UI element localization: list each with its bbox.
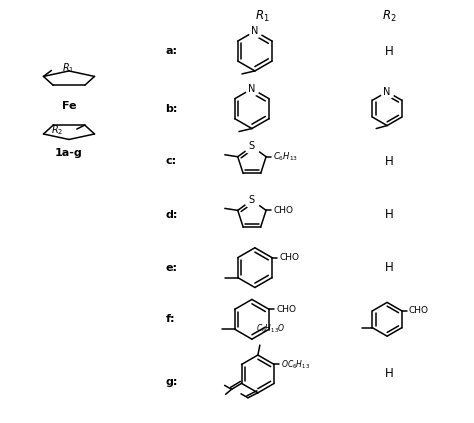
Text: d:: d: — [165, 210, 178, 220]
Text: CHO: CHO — [409, 306, 428, 315]
Text: e:: e: — [165, 263, 177, 273]
Text: Fe: Fe — [62, 101, 76, 111]
Text: N: N — [251, 26, 259, 36]
Text: $C_6H_{13}$: $C_6H_{13}$ — [273, 151, 298, 163]
Text: H: H — [385, 209, 393, 222]
Text: N: N — [248, 84, 255, 94]
Text: $R_2$: $R_2$ — [382, 9, 396, 24]
Text: $R_2$: $R_2$ — [51, 123, 63, 137]
Text: S: S — [249, 195, 255, 205]
Text: CHO: CHO — [276, 305, 296, 314]
Text: b:: b: — [165, 104, 178, 114]
Text: CHO: CHO — [279, 253, 299, 262]
Text: CHO: CHO — [273, 206, 293, 215]
Text: $C_6H_{13}O$: $C_6H_{13}O$ — [256, 323, 285, 335]
Text: c:: c: — [165, 157, 176, 166]
Text: $OC_6H_{13}$: $OC_6H_{13}$ — [281, 358, 310, 371]
Text: H: H — [385, 368, 393, 380]
Text: a:: a: — [165, 46, 177, 56]
Text: $R_1$: $R_1$ — [255, 9, 269, 24]
Text: H: H — [385, 261, 393, 274]
Text: f:: f: — [165, 314, 175, 324]
Text: g:: g: — [165, 377, 178, 387]
Text: $R_1$: $R_1$ — [63, 62, 75, 75]
Text: H: H — [385, 44, 393, 58]
Text: H: H — [385, 155, 393, 168]
Text: 1a-g: 1a-g — [55, 148, 83, 158]
Text: S: S — [249, 141, 255, 151]
Text: N: N — [383, 87, 391, 97]
